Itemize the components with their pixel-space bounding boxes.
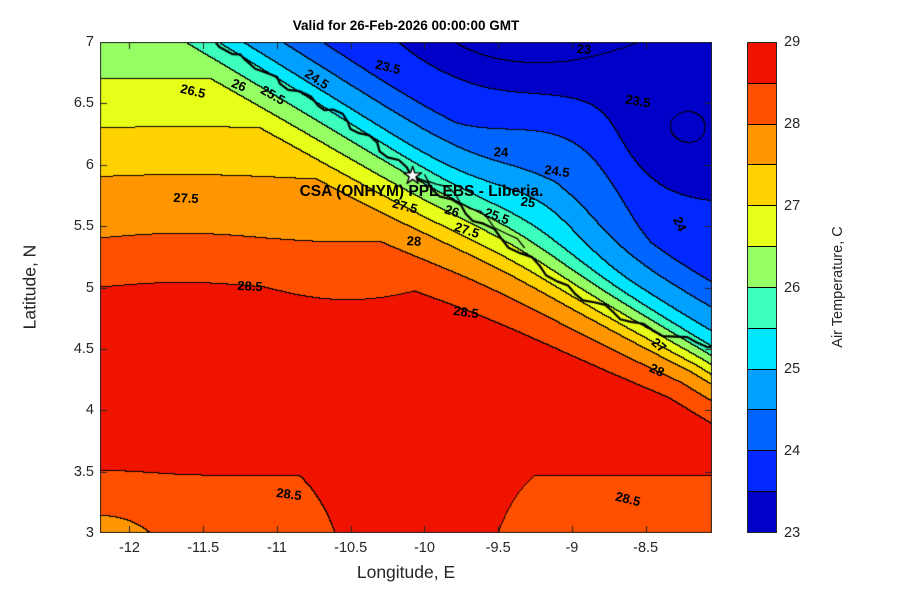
- contour-label: 28: [406, 232, 422, 249]
- colorbar-band: [748, 327, 776, 369]
- colorbar-tick-label: 27: [784, 197, 801, 214]
- colorbar-band: [748, 43, 776, 83]
- colorbar-band: [748, 491, 776, 532]
- contour-label: 23: [575, 41, 592, 58]
- contour-label: 24.5: [543, 161, 571, 181]
- x-tick-label: -10: [413, 540, 435, 556]
- y-tick-label: 3.5: [73, 463, 94, 480]
- colorbar: [747, 42, 777, 533]
- colorbar-band: [748, 286, 776, 328]
- annotation-text: CSA (ONHYM) PPL EBS - Liberia.: [299, 182, 544, 200]
- chart-title: Valid for 26-Feb-2026 00:00:00 GMT: [292, 18, 520, 33]
- x-tick-label: -8.5: [633, 540, 659, 556]
- colorbar-tick-label: 25: [784, 361, 801, 378]
- colorbar-tick-label: 29: [784, 34, 801, 50]
- colorbar-band: [748, 82, 776, 124]
- y-tick-label: 5: [85, 279, 94, 296]
- x-axis-label: Longitude, E: [356, 562, 456, 582]
- x-tick-label: -11: [267, 540, 287, 556]
- y-axis-label: Latitude, N: [19, 244, 40, 330]
- contour-label: 28.5: [275, 484, 303, 503]
- x-tick-label: -9.5: [485, 540, 511, 556]
- colorbar-tick-label: 23: [784, 525, 801, 541]
- colorbar-band: [748, 205, 776, 247]
- colorbar-band: [748, 450, 776, 492]
- colorbar-band: [748, 246, 776, 287]
- contour-label: 28.5: [237, 278, 264, 295]
- colorbar-tick-label: 24: [784, 443, 801, 460]
- contour-label: 27.5: [172, 189, 199, 207]
- colorbar-tick-label: 26: [784, 279, 801, 296]
- colorbar-band: [748, 368, 776, 410]
- colorbar-band: [748, 164, 776, 206]
- y-tick-label: 3: [85, 525, 94, 541]
- y-tick-label: 6.5: [73, 95, 94, 112]
- y-tick-label: 5.5: [73, 218, 94, 235]
- x-tick-label: -9: [565, 540, 579, 556]
- colorbar-tick-label: 28: [784, 115, 801, 132]
- y-tick-label: 7: [85, 34, 94, 50]
- y-tick-label: 4: [85, 402, 94, 419]
- colorbar-label: Air Temperature, C: [830, 226, 846, 348]
- contour-label: 24: [493, 144, 509, 161]
- y-tick-label: 6: [85, 156, 94, 173]
- x-tick-label: -12: [119, 540, 140, 556]
- colorbar-band: [748, 409, 776, 451]
- x-tick-label: -11.5: [187, 540, 220, 556]
- contour-plot-canvas: [100, 42, 712, 533]
- y-tick-label: 4.5: [73, 340, 94, 357]
- colorbar-band: [748, 123, 776, 165]
- x-tick-label: -10.5: [334, 540, 368, 556]
